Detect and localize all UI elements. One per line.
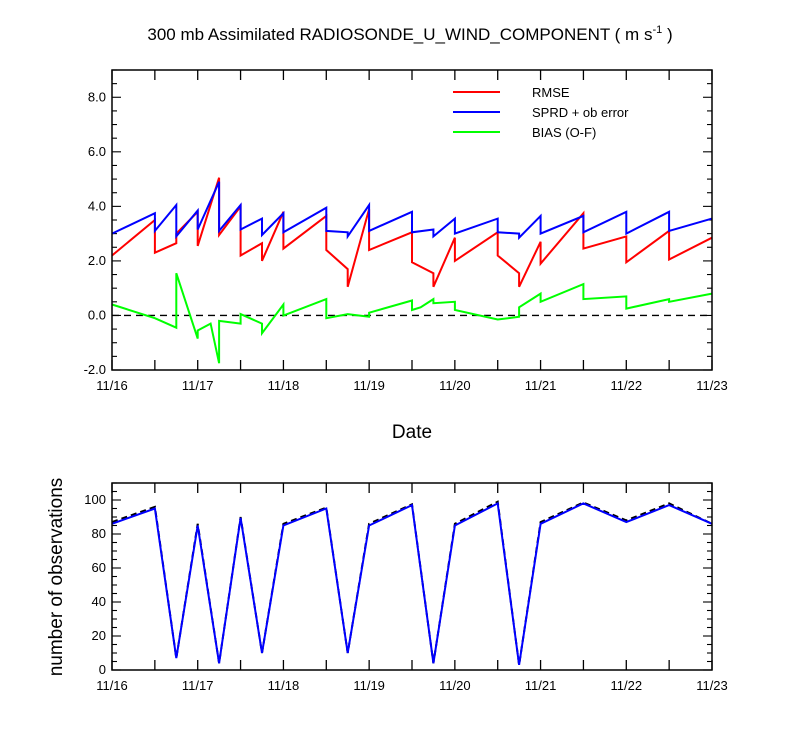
x-tick-label: 11/22 <box>610 678 642 693</box>
y-tick-label: 100 <box>84 492 106 507</box>
x-tick-label: 11/19 <box>353 678 385 693</box>
chart-title-main: 300 mb Assimilated RADIOSONDE_U_WIND_COM… <box>147 25 652 44</box>
x-tick-label: 11/17 <box>182 378 214 393</box>
plot-frame <box>111 69 713 371</box>
y-axis-title-bottom: number of observations <box>46 478 67 677</box>
x-tick-label: 11/16 <box>96 678 128 693</box>
y-tick-label: 2.0 <box>88 253 106 268</box>
y-tick-label: 8.0 <box>88 89 106 104</box>
x-tick-label: 11/19 <box>353 378 385 393</box>
y-tick-label: 20 <box>92 628 106 643</box>
x-tick-label: 11/21 <box>525 678 557 693</box>
x-tick-label: 11/23 <box>696 678 728 693</box>
x-tick-label: 11/20 <box>439 378 471 393</box>
top-panel: 11/16 11/17 11/18 11/19 11/20 11/21 11/22 11/23… <box>84 69 728 393</box>
legend-label-rmse: RMSE <box>532 85 570 100</box>
chart-title: 300 mb Assimilated RADIOSONDE_U_WIND_COM… <box>147 24 672 44</box>
x-tick-label: 11/23 <box>696 378 728 393</box>
y-tick-label: 0 <box>99 662 106 677</box>
x-tick-label: 11/18 <box>268 678 300 693</box>
x-tick-label: 11/18 <box>268 378 300 393</box>
x-tick-label: 11/16 <box>96 378 128 393</box>
legend-label-bias-o-f: BIAS (O-F) <box>532 125 596 140</box>
y-tick-label: 4.0 <box>88 198 106 213</box>
series-line-bias-o-f <box>111 272 713 364</box>
bottom-panel: 11/16 11/17 11/18 11/19 11/20 11/21 11/22 11/23… <box>84 482 728 693</box>
y-tick-label: 80 <box>92 526 106 541</box>
series-line-observations-dashed <box>111 500 713 666</box>
y-tick-label: 0.0 <box>88 307 106 322</box>
y-tick-label: 6.0 <box>88 144 106 159</box>
chart-title-suffix: ) <box>662 25 672 44</box>
chart-title-exponent: -1 <box>652 24 662 36</box>
y-tick-label: 40 <box>92 594 106 609</box>
series-line-sprd-ob-error <box>111 181 713 241</box>
y-tick-label: -2.0 <box>84 362 106 377</box>
x-tick-label: 11/20 <box>439 678 471 693</box>
legend-label-sprd-ob-error: SPRD + ob error <box>532 105 629 120</box>
plot-frame <box>111 482 713 671</box>
series-line-observations-used <box>111 501 713 666</box>
y-tick-label: 60 <box>92 560 106 575</box>
x-axis-title: Date <box>392 422 432 443</box>
x-tick-label: 11/22 <box>610 378 642 393</box>
x-tick-label: 11/21 <box>525 378 557 393</box>
x-tick-label: 11/17 <box>182 678 214 693</box>
